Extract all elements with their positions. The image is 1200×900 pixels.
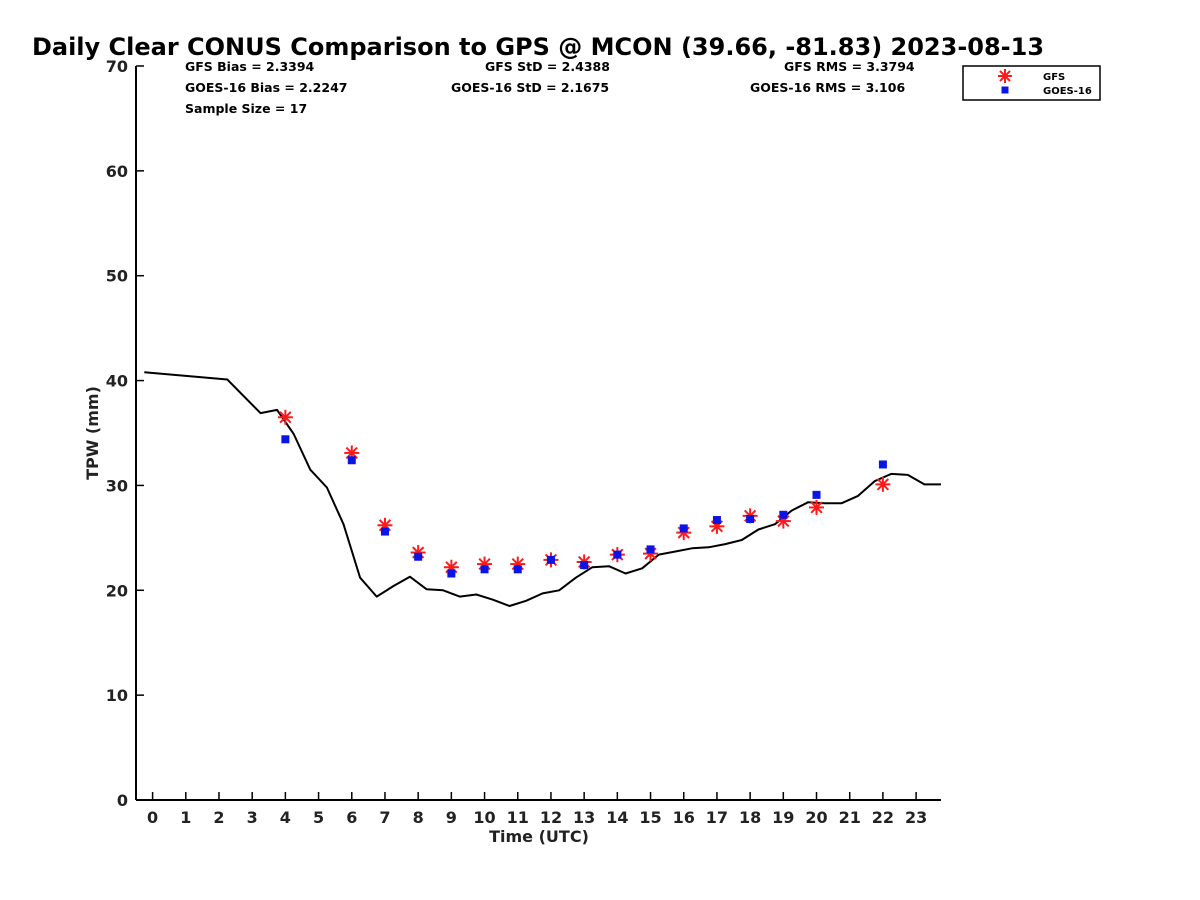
x-tick-label: 23 [905,808,927,827]
goes16-point [380,527,389,536]
goes16-point [646,545,655,554]
goes16-point [447,569,456,578]
goes16-point [812,490,821,499]
y-tick-label: 20 [106,581,128,600]
x-tick-label: 10 [473,808,495,827]
goes16-point [546,555,555,564]
goes16-point [414,552,423,561]
x-tick-label: 21 [839,808,861,827]
chart-title: Daily Clear CONUS Comparison to GPS @ MC… [32,33,1044,61]
y-tick-label: 60 [106,162,128,181]
legend-goes-symbol [1001,86,1009,94]
x-tick-label: 11 [507,808,529,827]
goes16-point [613,550,622,559]
legend-gfs-label: GFS [1043,72,1065,83]
y-tick-label: 40 [106,372,128,391]
goes16-point [580,561,589,570]
y-axis-label: TPW (mm) [83,386,102,480]
x-tick-label: 8 [413,808,424,827]
x-tick-label: 4 [280,808,291,827]
goes16-point [281,435,290,444]
gfs-point [277,409,293,425]
x-tick-label: 19 [772,808,794,827]
legend-goes-marker [1001,86,1009,94]
y-tick-label: 30 [106,476,128,495]
goes16-point [347,456,356,465]
x-tick-label: 20 [805,808,827,827]
x-tick-label: 1 [180,808,191,827]
goes-rms-stat: GOES-16 RMS = 3.106 [750,80,905,95]
legend-gfs-marker [998,69,1012,83]
legend-box [962,65,1101,101]
x-tick-label: 15 [639,808,661,827]
goes-bias-stat: GOES-16 Bias = 2.2247 [185,80,347,95]
x-tick-label: 9 [446,808,457,827]
x-tick-label: 13 [573,808,595,827]
gps-line-layer [144,371,941,607]
x-tick-label: 16 [673,808,695,827]
x-tick-label: 18 [739,808,761,827]
x-tick-label: 3 [247,808,258,827]
x-tick-label: 2 [213,808,224,827]
legend: GFS GOES-16 [962,65,1101,101]
x-tick-label: 17 [706,808,728,827]
x-tick-label: 5 [313,808,324,827]
x-tick-label: 7 [379,808,390,827]
goes16-point [878,460,887,469]
x-tick-label: 0 [147,808,158,827]
gfs-std-stat: GFS StD = 2.4388 [485,59,610,74]
x-tick-label: 6 [346,808,357,827]
goes-std-stat: GOES-16 StD = 2.1675 [451,80,609,95]
gps-line [144,371,941,607]
gfs-point [875,476,891,492]
x-tick-label: 22 [872,808,894,827]
goes16-point [679,524,688,533]
legend-goes-label: GOES-16 [1043,86,1092,97]
y-tick-label: 70 [106,57,128,76]
y-tick-label: 50 [106,267,128,286]
y-tick-label: 10 [106,686,128,705]
goes16-point [513,565,522,574]
gfs-bias-stat: GFS Bias = 2.3394 [185,59,315,74]
data-markers [277,409,891,578]
y-tick-label: 0 [117,791,128,810]
sample-size-stat: Sample Size = 17 [185,101,307,116]
goes16-point [746,514,755,523]
x-tick-label: 14 [606,808,628,827]
legend-gfs-symbol [998,69,1012,83]
goes16-point [480,565,489,574]
x-tick-label: 12 [540,808,562,827]
x-axis-label: Time (UTC) [489,827,589,846]
goes16-point [712,516,721,525]
goes16-point [779,510,788,519]
gfs-rms-stat: GFS RMS = 3.3794 [784,59,915,74]
gfs-point [809,499,825,515]
